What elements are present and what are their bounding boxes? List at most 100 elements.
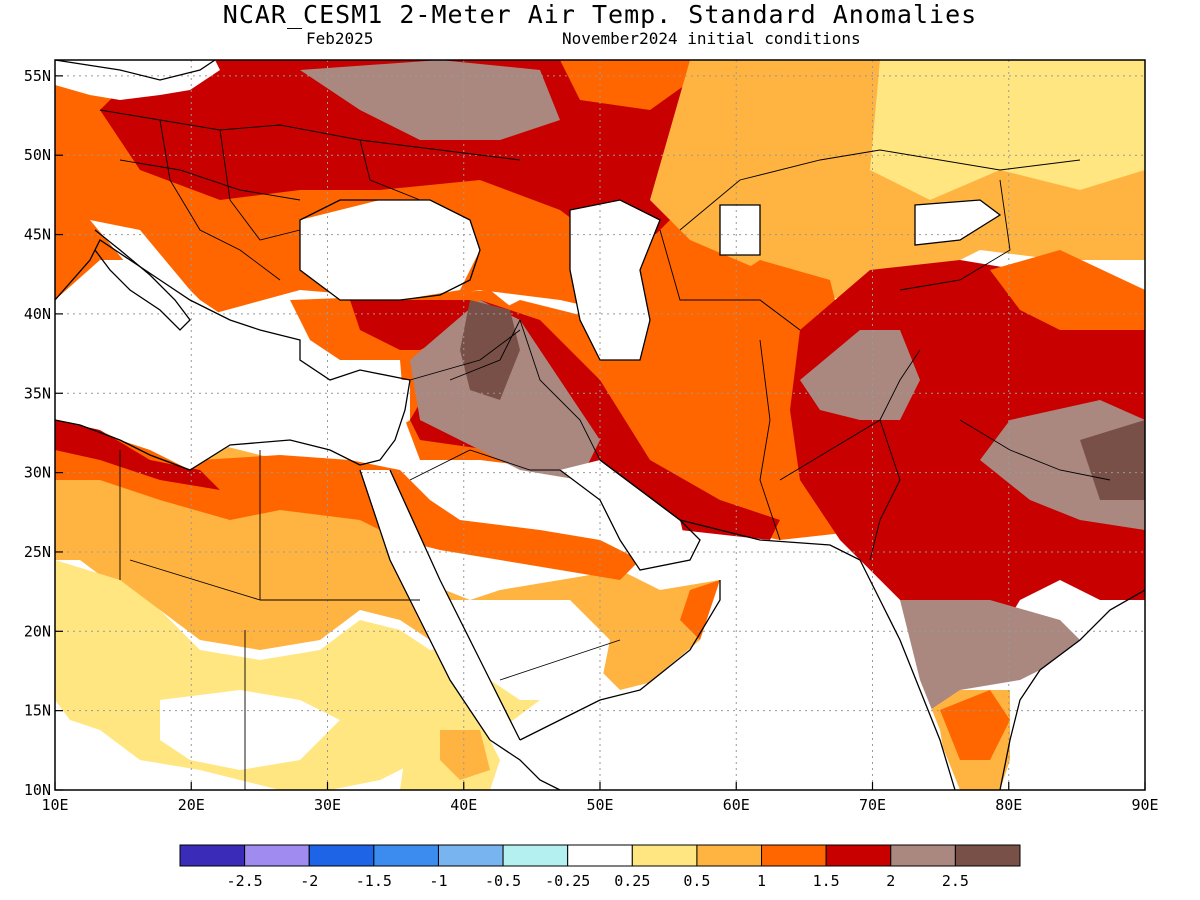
- border-syria-iraq: [449, 319, 521, 381]
- border-turkey-syria: [409, 329, 521, 381]
- border-iraq-iran: [519, 319, 601, 461]
- anomaly-region-russia-brown: [300, 60, 560, 140]
- coast-red-sea-west: [359, 469, 491, 741]
- coast-india-west: [859, 559, 956, 790]
- coast-baltic: [55, 60, 216, 81]
- lon-tick-label: 70E: [859, 796, 886, 814]
- legend-label: -2.5: [227, 872, 263, 890]
- border-kazakh-uzbek: [659, 229, 801, 331]
- anomaly-region-tibet-darkbrown: [1080, 420, 1145, 500]
- legend-label: -0.25: [545, 872, 590, 890]
- sea-aral: [720, 205, 760, 255]
- legend-swatch: [696, 844, 763, 867]
- country-borders: [99, 109, 1111, 790]
- legend-label: -1.5: [356, 872, 392, 890]
- legend-swatch: [308, 844, 375, 867]
- sea-adriatic: [90, 220, 190, 310]
- anomaly-region-southindia-orange: [940, 690, 1010, 760]
- sea-arabian-sea: [540, 560, 950, 790]
- anomaly-region-iraq-brown: [410, 300, 600, 480]
- legend-swatch: [761, 844, 827, 867]
- sea-mediterranean: [55, 260, 410, 470]
- lon-tick-label: 40E: [450, 796, 477, 814]
- anomaly-region-pakistan-brown: [800, 330, 920, 420]
- legend-swatch: [954, 844, 1021, 867]
- anomaly-region-syria-darkbrown: [460, 300, 520, 400]
- anomaly-region-horn-lightorange: [440, 730, 490, 780]
- border-pakistan-india: [869, 419, 901, 561]
- lon-tick-label: 90E: [1131, 796, 1158, 814]
- mask-arctic-top: [55, 60, 220, 100]
- lon-tick-label: 50E: [586, 796, 613, 814]
- border-india-nepal: [959, 419, 1111, 481]
- mask-white-africa-ne: [420, 600, 610, 700]
- sea-caspian: [570, 200, 660, 360]
- coastlines: [55, 60, 1145, 790]
- legend-label: 0.25: [614, 872, 650, 890]
- border-europe-3: [159, 119, 281, 281]
- coast-north-africa: [55, 419, 361, 471]
- lat-tick-label: 40N: [24, 305, 51, 323]
- sea-persian-gulf: [560, 460, 690, 570]
- legend-swatch: [631, 844, 698, 867]
- border-iran-afghanistan: [759, 339, 781, 541]
- lat-tick-label: 45N: [24, 226, 51, 244]
- coast-caspian: [569, 199, 661, 361]
- coast-somalia: [489, 739, 561, 790]
- anomaly-region-libya-red: [55, 420, 220, 490]
- lat-tick-label: 55N: [24, 67, 51, 85]
- legend-swatch: [567, 844, 633, 867]
- legend-label: -1: [429, 872, 447, 890]
- border-kazakh-china: [899, 179, 1011, 291]
- legend-swatch: [890, 844, 956, 867]
- legend-label: 0.5: [683, 872, 710, 890]
- lon-tick-label: 60E: [723, 796, 750, 814]
- anomaly-region-northafrica-orange: [55, 430, 640, 580]
- coast-india-east: [999, 589, 1145, 790]
- lat-tick-label: 10N: [24, 781, 51, 799]
- border-libya-chad: [129, 559, 261, 601]
- mask-white-africa-w: [160, 690, 340, 770]
- legend-swatch: [179, 844, 246, 867]
- init-conditions-label: November2024 initial conditions: [562, 29, 861, 48]
- legend-swatch: [437, 844, 504, 867]
- coast-black-sea: [299, 199, 481, 301]
- coast-red-sea-east: [389, 469, 521, 741]
- anomaly-region-kazakhstan-lightorange: [650, 60, 1145, 300]
- coast-aral: [719, 204, 761, 256]
- legend-swatch: [825, 844, 892, 867]
- coast-med-north: [55, 239, 411, 381]
- lat-tick-label: 30N: [24, 464, 51, 482]
- chart-title: NCAR_CESM1 2-Meter Air Temp. Standard An…: [222, 0, 978, 29]
- legend-label: -2: [300, 872, 318, 890]
- coast-iran: [599, 459, 861, 561]
- valid-month-label: Feb2025: [306, 29, 374, 48]
- lat-tick-label: 50N: [24, 146, 51, 164]
- legend-label: -0.5: [485, 872, 521, 890]
- lon-tick-label: 20E: [178, 796, 205, 814]
- legend-label: 1: [757, 872, 766, 890]
- coast-balkhash: [914, 199, 1002, 246]
- lat-tick-label: 20N: [24, 622, 51, 640]
- sea-black-sea: [300, 200, 480, 300]
- legend-swatch: [244, 844, 310, 867]
- border-saudi-yemen: [499, 639, 621, 681]
- border-europe-2: [119, 159, 301, 201]
- coast-italy: [94, 229, 191, 331]
- legend-swatch: [373, 844, 439, 867]
- lon-tick-label: 30E: [314, 796, 341, 814]
- border-europe-5: [359, 139, 421, 201]
- legend-label: 2: [886, 872, 895, 890]
- lat-tick-label: 35N: [24, 384, 51, 402]
- border-europe-4: [219, 129, 301, 241]
- lat-tick-label: 15N: [24, 702, 51, 720]
- legend-swatch: [502, 844, 569, 867]
- legend-label: 2.5: [942, 872, 969, 890]
- lon-tick-label: 10E: [41, 796, 68, 814]
- legend-label: 1.5: [813, 872, 840, 890]
- border-russia-kazakh: [679, 149, 1081, 231]
- anomaly-region-india-brown: [900, 600, 1080, 710]
- coast-levant: [359, 379, 411, 466]
